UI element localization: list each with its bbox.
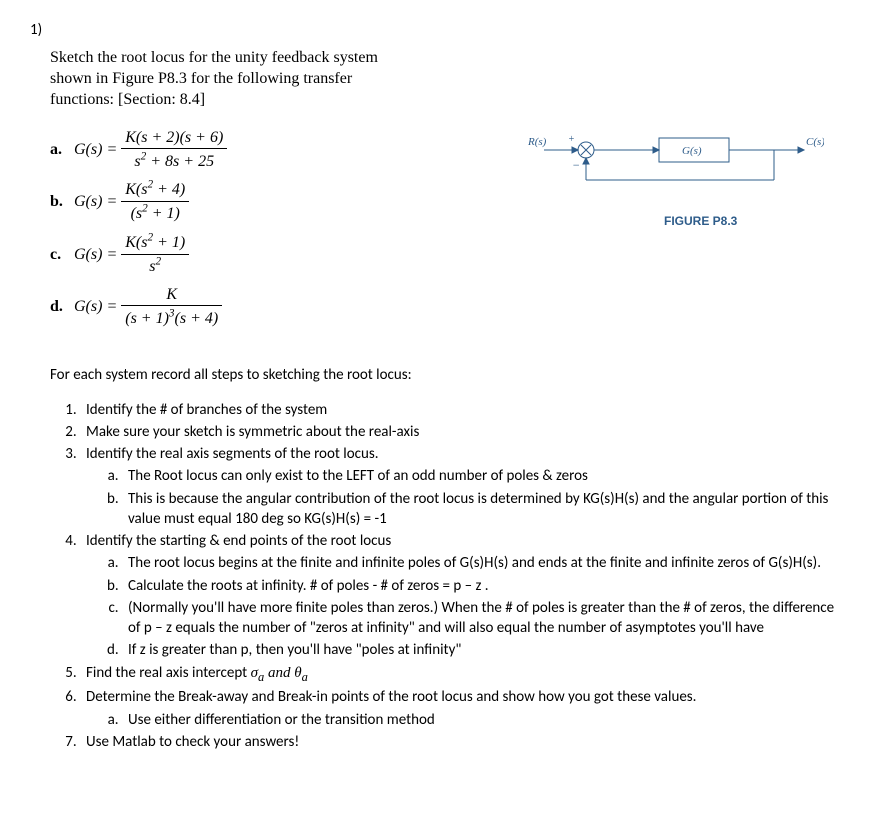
eq-b-label: b. bbox=[50, 191, 74, 213]
block-diagram: R(s) + − G(s) C(s) bbox=[524, 125, 824, 195]
eq-c-num-post: + 1) bbox=[153, 234, 185, 251]
eq-b-gs: G(s) = bbox=[74, 191, 117, 213]
eq-d-den-pre: (s + 1) bbox=[125, 310, 169, 327]
step-4: Identify the starting & end points of th… bbox=[80, 531, 844, 661]
eq-d-den-post: (s + 4) bbox=[175, 310, 219, 327]
equation-c: c. G(s) = K(s2 + 1) s2 bbox=[50, 231, 524, 278]
eq-a-den-post: + 8s + 25 bbox=[146, 153, 214, 170]
eq-d-num: K bbox=[166, 286, 177, 303]
eq-a-label: a. bbox=[50, 139, 74, 161]
problem-number: 1) bbox=[30, 20, 844, 40]
step-3a: The Root locus can only exist to the LEF… bbox=[122, 466, 844, 486]
equation-d: d. G(s) = K (s + 1)3(s + 4) bbox=[50, 284, 524, 330]
svg-text:−: − bbox=[572, 158, 580, 172]
step-6: Determine the Break-away and Break-in po… bbox=[80, 687, 844, 730]
step-1: Identify the # of branches of the system bbox=[80, 400, 844, 420]
step-5: Find the real axis intercept σa and θa bbox=[80, 663, 844, 686]
steps-intro: For each system record all steps to sket… bbox=[50, 365, 844, 385]
intro-block: Sketch the root locus for the unity feed… bbox=[50, 48, 844, 110]
eq-b-num-pre: K(s bbox=[125, 181, 147, 198]
eq-d-gs: G(s) = bbox=[74, 296, 117, 318]
figure-area: R(s) + − G(s) C(s) FIGURE P8.3 bbox=[524, 121, 844, 229]
step-3: Identify the real axis segments of the r… bbox=[80, 444, 844, 529]
eq-a-num: K(s + 2)(s + 6) bbox=[125, 129, 223, 146]
equation-a: a. G(s) = K(s + 2)(s + 6) s2 + 8s + 25 bbox=[50, 127, 524, 173]
eq-b-num-post: + 4) bbox=[153, 181, 185, 198]
intro-line3: functions: [Section: 8.4] bbox=[50, 91, 205, 108]
step-4d: If z is greater than p, then you'll have… bbox=[122, 640, 844, 660]
step-3b: This is because the angular contribution… bbox=[122, 489, 844, 530]
intro-line2: shown in Figure P8.3 for the following t… bbox=[50, 70, 352, 87]
equations-list: a. G(s) = K(s + 2)(s + 6) s2 + 8s + 25 b… bbox=[50, 121, 524, 336]
step-2: Make sure your sketch is symmetric about… bbox=[80, 422, 844, 442]
figure-plus: + bbox=[568, 134, 575, 145]
steps-list: Identify the # of branches of the system… bbox=[80, 400, 844, 753]
step-6a: Use either differentiation or the transi… bbox=[122, 710, 844, 730]
step-4a: The root locus begins at the finite and … bbox=[122, 553, 844, 573]
eq-c-num-pre: K(s bbox=[125, 234, 147, 251]
figure-caption: FIGURE P8.3 bbox=[664, 213, 844, 229]
eq-b-den-pre: (s bbox=[131, 205, 143, 222]
eq-a-gs: G(s) = bbox=[74, 139, 117, 161]
step-4c: (Normally you'll have more finite poles … bbox=[122, 598, 844, 639]
figure-cs-label: C(s) bbox=[806, 136, 824, 148]
intro-line1: Sketch the root locus for the unity feed… bbox=[50, 49, 378, 66]
step-4b: Calculate the roots at infinity. # of po… bbox=[122, 576, 844, 596]
figure-rs-label: R(s) bbox=[527, 136, 547, 148]
eq-b-den-post: + 1) bbox=[148, 205, 180, 222]
eq-c-label: c. bbox=[50, 244, 74, 266]
eq-d-label: d. bbox=[50, 296, 74, 318]
equation-b: b. G(s) = K(s2 + 4) (s2 + 1) bbox=[50, 178, 524, 225]
step-7: Use Matlab to check your answers! bbox=[80, 732, 844, 752]
figure-gs-label: G(s) bbox=[682, 145, 702, 157]
eq-c-gs: G(s) = bbox=[74, 244, 117, 266]
